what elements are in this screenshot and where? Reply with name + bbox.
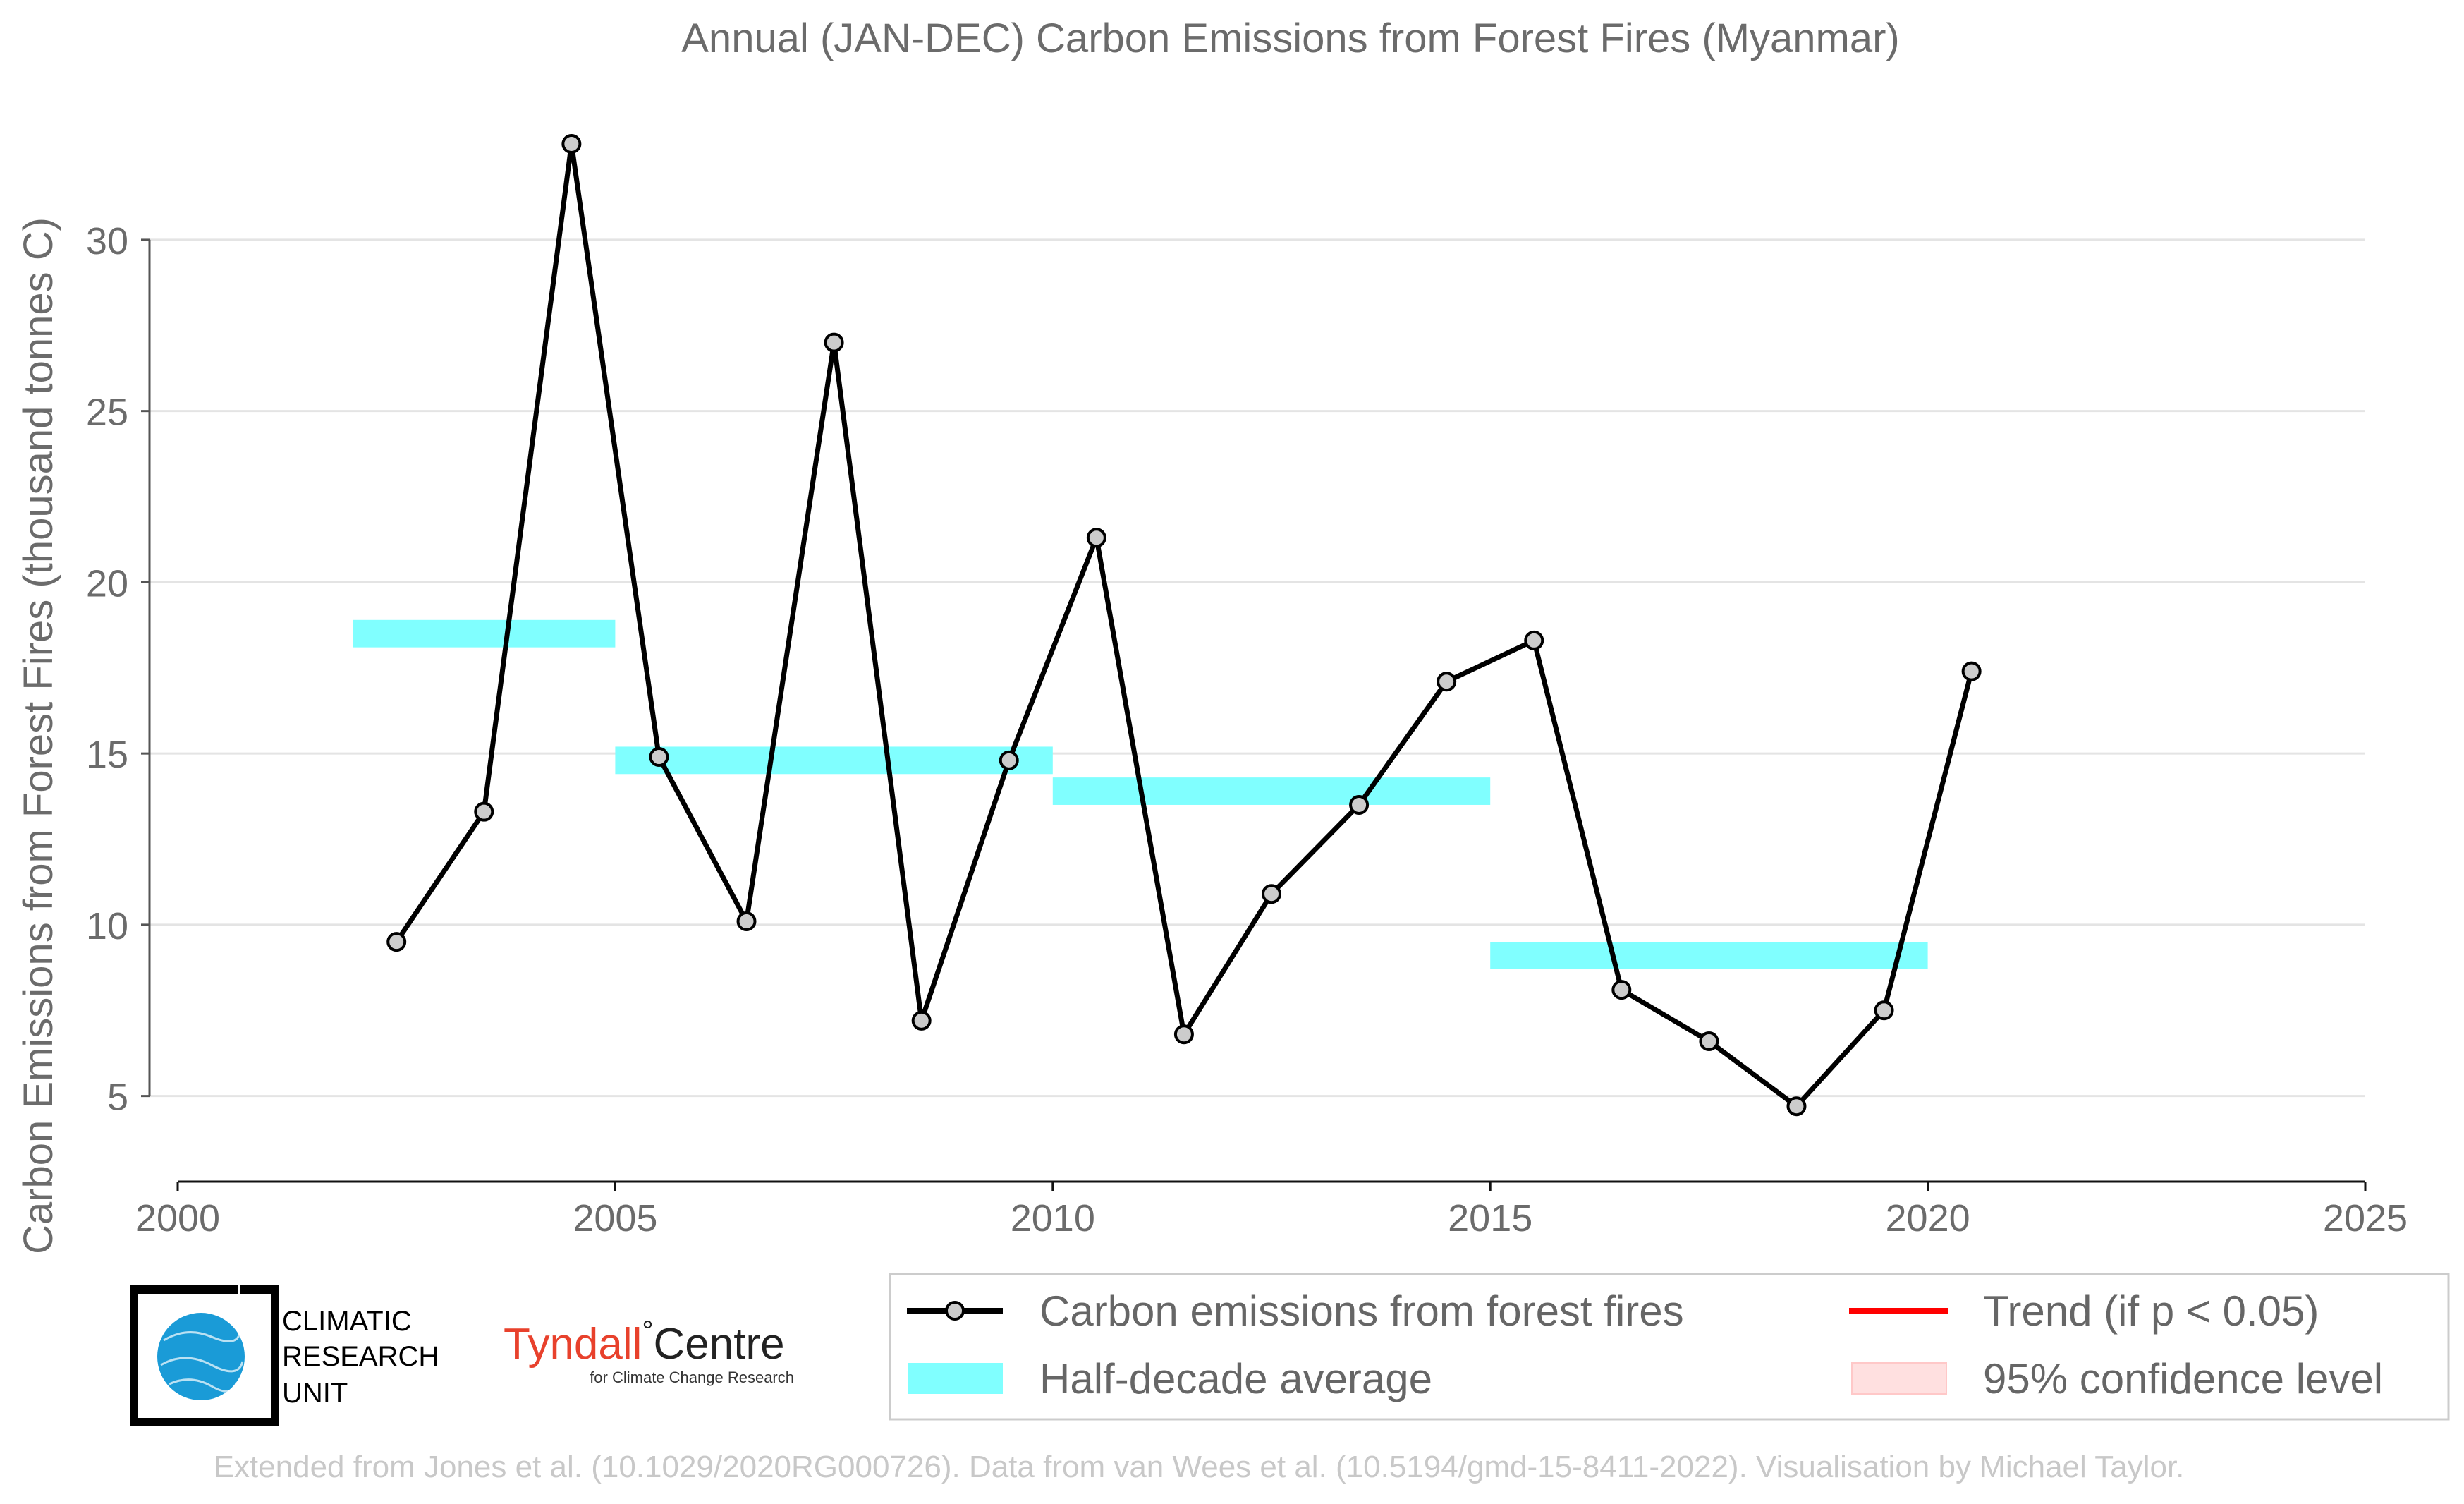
legend: Carbon emissions from forest fires Trend… — [889, 1273, 2450, 1421]
cru-text-line-2: RESEARCH — [282, 1341, 439, 1372]
data-point-15 — [1699, 1031, 1719, 1051]
data-point-6 — [911, 1010, 932, 1031]
cru-globe-icon — [157, 1313, 245, 1400]
cru-text-line-3: UNIT — [282, 1378, 348, 1409]
tyndall-degree: ° — [642, 1316, 653, 1347]
legend-entry-half-decade: Half-decade average — [908, 1355, 1432, 1402]
credit-text: Extended from Jones et al. (10.1029/2020… — [214, 1450, 2185, 1484]
data-point-7 — [999, 750, 1019, 770]
cru-text-line-1: CLIMATIC — [282, 1306, 412, 1337]
data-point-3 — [649, 747, 669, 767]
chart-title: Annual (JAN-DEC) Carbon Emissions from F… — [681, 16, 1899, 61]
legend-label-confidence: 95% confidence level — [1983, 1355, 2383, 1402]
half-decade-bar-2 — [1052, 777, 1491, 805]
data-point-9 — [1173, 1024, 1194, 1045]
y-tick-label-20: 20 — [86, 562, 128, 605]
data-point-11 — [1349, 794, 1370, 815]
y-tick-label-10: 10 — [86, 905, 128, 947]
tyndall-name: Tyndall — [504, 1320, 642, 1369]
data-point-14 — [1611, 980, 1632, 1000]
legend-entry-trend: Trend (if p < 0.05) — [1849, 1287, 2319, 1335]
data-point-2 — [561, 133, 582, 154]
x-tick-label-2010: 2010 — [1011, 1197, 1095, 1239]
legend-band-cyan-icon — [908, 1363, 1003, 1394]
x-tick-label-2000: 2000 — [135, 1197, 220, 1239]
data-point-18 — [1961, 661, 1982, 681]
y-tick-label-15: 15 — [86, 734, 128, 776]
data-point-4 — [736, 911, 757, 932]
half-decade-bar-1 — [615, 746, 1053, 775]
x-tick-label-2005: 2005 — [573, 1197, 657, 1239]
legend-label-trend: Trend (if p < 0.05) — [1983, 1287, 2319, 1335]
tyndall-wordmark: Tyndall°Centre — [504, 1316, 785, 1369]
data-points — [386, 133, 1982, 1117]
tyndall-logo: Tyndall°Centre for Climate Change Resear… — [504, 1316, 794, 1386]
tyndall-centre: Centre — [653, 1320, 784, 1369]
data-point-1 — [474, 801, 494, 822]
legend-entry-series: Carbon emissions from forest fires — [907, 1287, 1684, 1335]
data-point-13 — [1524, 630, 1544, 650]
x-tick-label-2015: 2015 — [1448, 1197, 1532, 1239]
data-point-10 — [1262, 884, 1281, 904]
x-tick-label-2025: 2025 — [2323, 1197, 2408, 1239]
legend-label-half-decade: Half-decade average — [1039, 1355, 1432, 1402]
cru-logo: CLIMATIC RESEARCH UNIT — [130, 1285, 439, 1426]
grid — [150, 238, 2365, 1098]
legend-marker-icon — [945, 1301, 965, 1321]
half-decade-bar-0 — [353, 619, 616, 648]
data-point-17 — [1874, 1000, 1894, 1021]
cru-bracket-right-icon — [212, 1285, 279, 1426]
y-axis-label: Carbon Emissions from Forest Fires (thou… — [16, 217, 61, 1254]
cru-bracket-left-icon — [130, 1285, 238, 1426]
half-decade-bar-3 — [1490, 942, 1928, 969]
axes — [141, 238, 2367, 1191]
data-point-5 — [824, 332, 844, 353]
half-decade-average-bars — [353, 619, 1928, 969]
legend-entry-confidence: 95% confidence level — [1851, 1355, 2383, 1402]
data-point-12 — [1437, 672, 1457, 692]
legend-band-pink-icon — [1851, 1362, 1947, 1395]
y-tick-label-30: 30 — [86, 220, 128, 262]
legend-frame — [889, 1273, 2450, 1421]
legend-label-series: Carbon emissions from forest fires — [1039, 1287, 1684, 1335]
tyndall-subtitle: for Climate Change Research — [590, 1369, 794, 1386]
x-tick-label-2020: 2020 — [1886, 1197, 1970, 1239]
y-tick-label-5: 5 — [107, 1077, 128, 1119]
y-tick-label-25: 25 — [86, 392, 128, 434]
data-point-8 — [1086, 528, 1106, 548]
data-point-0 — [386, 932, 407, 952]
data-point-16 — [1786, 1096, 1807, 1117]
